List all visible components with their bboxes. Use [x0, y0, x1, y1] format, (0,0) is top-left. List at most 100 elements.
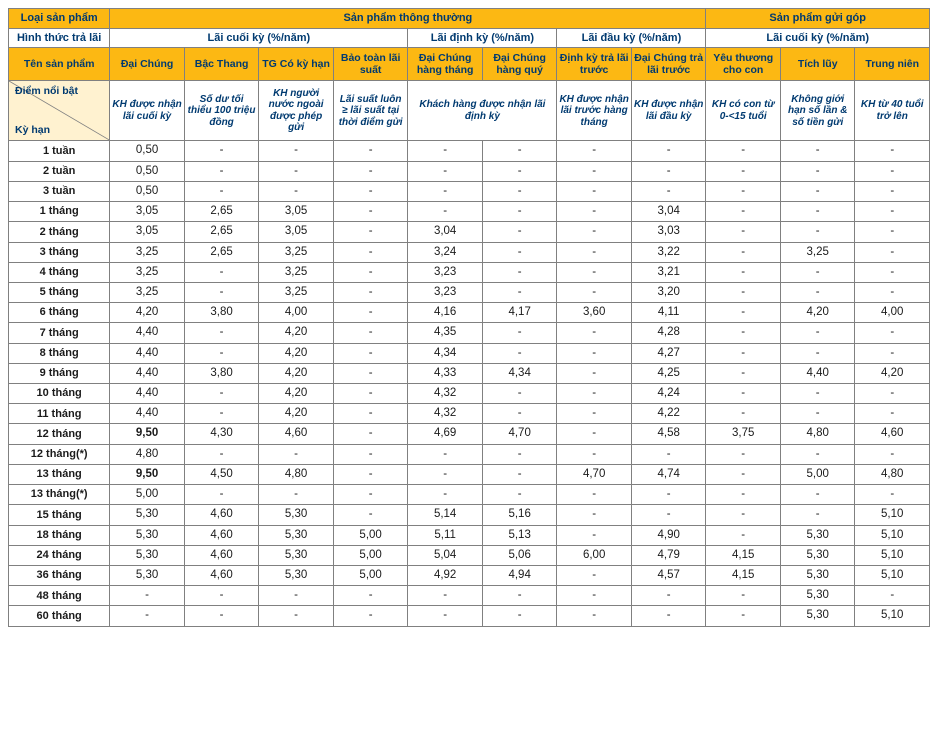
rate-cell: -: [557, 181, 632, 201]
rate-cell: -: [706, 323, 781, 343]
rate-cell: -: [780, 282, 855, 302]
rate-cell: -: [855, 242, 930, 262]
rate-cell: -: [706, 444, 781, 464]
rate-cell: -: [110, 606, 185, 626]
rate-cell: 3,03: [631, 222, 706, 242]
rate-cell: 5,30: [259, 525, 334, 545]
rate-cell: -: [706, 586, 781, 606]
rate-cell: -: [333, 404, 408, 424]
rate-cell: 4,20: [259, 363, 334, 383]
product-col-6: Định kỳ trả lãi trước: [557, 48, 632, 81]
product-col-9: Tích lũy: [780, 48, 855, 81]
rate-cell: 5,16: [482, 505, 557, 525]
table-row: 60 tháng---------5,305,10: [9, 606, 930, 626]
rate-table: Loại sản phẩm Sản phẩm thông thường Sản …: [8, 8, 930, 627]
table-row: 18 tháng5,304,605,305,005,115,13-4,90-5,…: [9, 525, 930, 545]
term-label: 9 tháng: [9, 363, 110, 383]
table-header: Loại sản phẩm Sản phẩm thông thường Sản …: [9, 9, 930, 141]
rate-cell: 0,50: [110, 141, 185, 161]
table-body: 1 tuần0,50----------2 tuần0,50----------…: [9, 141, 930, 626]
feature-desc-5: KH được nhận lãi trước hàng tháng: [557, 81, 632, 141]
rate-cell: 4,20: [855, 363, 930, 383]
term-label: 3 tuần: [9, 181, 110, 201]
rate-cell: 4,94: [482, 566, 557, 586]
rate-cell: 4,60: [184, 505, 259, 525]
rate-cell: 4,40: [110, 363, 185, 383]
rate-cell: 4,22: [631, 404, 706, 424]
rate-cell: -: [482, 282, 557, 302]
rate-cell: -: [482, 161, 557, 181]
rate-cell: 4,33: [408, 363, 483, 383]
rate-cell: -: [706, 303, 781, 323]
rate-cell: -: [855, 384, 930, 404]
rate-cell: -: [333, 141, 408, 161]
rate-cell: 4,79: [631, 545, 706, 565]
table-row: 5 tháng3,25-3,25-3,23--3,20---: [9, 282, 930, 302]
rate-cell: 5,30: [110, 505, 185, 525]
rate-cell: -: [780, 222, 855, 242]
rate-cell: -: [333, 282, 408, 302]
rate-cell: -: [780, 161, 855, 181]
rate-cell: -: [631, 485, 706, 505]
rate-cell: -: [482, 444, 557, 464]
rate-cell: -: [184, 141, 259, 161]
rate-cell: 4,70: [482, 424, 557, 444]
rate-cell: -: [557, 586, 632, 606]
product-col-8: Yêu thương cho con: [706, 48, 781, 81]
rate-cell: 5,00: [333, 525, 408, 545]
rate-cell: 5,30: [110, 545, 185, 565]
rate-cell: 3,24: [408, 242, 483, 262]
rate-cell: 4,80: [780, 424, 855, 444]
term-label: 48 tháng: [9, 586, 110, 606]
rate-cell: 3,25: [259, 262, 334, 282]
rate-cell: 3,04: [408, 222, 483, 242]
rate-cell: 4,20: [259, 404, 334, 424]
table-row: 12 tháng9,504,304,60-4,694,70-4,583,754,…: [9, 424, 930, 444]
term-label: 6 tháng: [9, 303, 110, 323]
rate-cell: 3,23: [408, 282, 483, 302]
hdr-interest-mode: Hình thức trả lãi: [9, 28, 110, 48]
rate-cell: -: [557, 566, 632, 586]
rate-cell: -: [482, 464, 557, 484]
rate-cell: 6,00: [557, 545, 632, 565]
rate-cell: -: [855, 586, 930, 606]
table-row: 2 tháng3,052,653,05-3,04--3,03---: [9, 222, 930, 242]
rate-cell: -: [333, 424, 408, 444]
table-row: 7 tháng4,40-4,20-4,35--4,28---: [9, 323, 930, 343]
table-row: 1 tuần0,50----------: [9, 141, 930, 161]
rate-cell: 4,90: [631, 525, 706, 545]
rate-cell: -: [333, 363, 408, 383]
rate-cell: -: [333, 485, 408, 505]
rate-cell: -: [706, 181, 781, 201]
rate-cell: 4,60: [184, 525, 259, 545]
rate-cell: 4,32: [408, 404, 483, 424]
table-row: 2 tuần0,50----------: [9, 161, 930, 181]
rate-cell: 5,04: [408, 545, 483, 565]
product-col-3: Bảo toàn lãi suất: [333, 48, 408, 81]
rate-cell: -: [706, 242, 781, 262]
rate-cell: 3,25: [110, 282, 185, 302]
rate-cell: -: [482, 141, 557, 161]
rate-cell: 4,92: [408, 566, 483, 586]
rate-cell: 5,30: [259, 566, 334, 586]
rate-cell: -: [333, 586, 408, 606]
rate-cell: -: [408, 181, 483, 201]
rate-cell: -: [184, 282, 259, 302]
rate-cell: -: [259, 141, 334, 161]
rate-cell: 5,10: [855, 505, 930, 525]
hdr-feature-term: Điểm nổi bật Kỳ hạn: [9, 81, 110, 141]
rate-cell: -: [259, 161, 334, 181]
term-label: 24 tháng: [9, 545, 110, 565]
rate-cell: 2,65: [184, 242, 259, 262]
rate-cell: 4,74: [631, 464, 706, 484]
rate-cell: -: [706, 343, 781, 363]
rate-cell: -: [706, 464, 781, 484]
rate-cell: 4,34: [482, 363, 557, 383]
rate-cell: 3,21: [631, 262, 706, 282]
rate-cell: -: [855, 161, 930, 181]
rate-cell: 3,22: [631, 242, 706, 262]
rate-cell: 5,00: [333, 566, 408, 586]
rate-cell: -: [408, 485, 483, 505]
rate-cell: 5,10: [855, 566, 930, 586]
table-row: 15 tháng5,304,605,30-5,145,16----5,10: [9, 505, 930, 525]
